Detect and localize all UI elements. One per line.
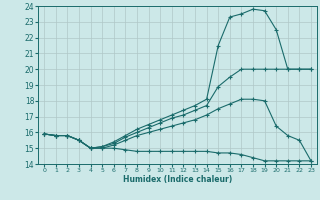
X-axis label: Humidex (Indice chaleur): Humidex (Indice chaleur)	[123, 175, 232, 184]
